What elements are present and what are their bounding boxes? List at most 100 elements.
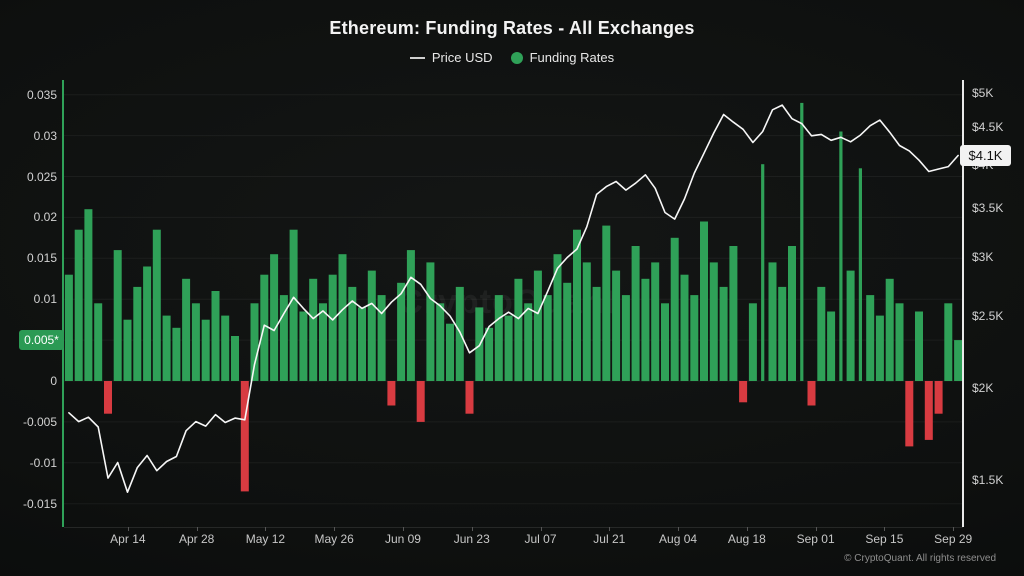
- funding-bar: [670, 237, 679, 381]
- x-axis-tick-label: Jul 07: [524, 532, 557, 546]
- dot-swatch-icon: [510, 51, 523, 64]
- funding-bar: [133, 286, 142, 381]
- funding-bar: [367, 270, 376, 381]
- funding-bar: [494, 295, 503, 381]
- funding-bar: [680, 274, 689, 381]
- legend-item-price[interactable]: Price USD: [409, 50, 493, 65]
- left-axis-tick-label: -0.015: [22, 496, 57, 511]
- funding-bar: [299, 311, 308, 381]
- funding-bar: [250, 303, 259, 381]
- x-axis-line: [64, 527, 963, 528]
- x-axis-tick-label: Sep 01: [796, 532, 835, 546]
- x-axis-tick-label: Apr 14: [110, 532, 146, 546]
- funding-bar: [270, 254, 279, 381]
- funding-bar: [231, 336, 239, 381]
- funding-bar: [563, 282, 572, 381]
- left-axis-tick-label: 0.01: [33, 292, 57, 307]
- x-axis-tick: [402, 527, 404, 531]
- funding-bar: [719, 286, 728, 381]
- left-axis-tick-label: -0.01: [29, 455, 57, 470]
- funding-bar: [524, 303, 533, 381]
- funding-bar: [690, 295, 699, 381]
- funding-bar: [875, 315, 884, 381]
- funding-bar: [739, 381, 748, 403]
- funding-bar: [289, 229, 298, 381]
- funding-bar: [172, 327, 181, 381]
- right-axis-line: [962, 80, 964, 527]
- funding-bar: [858, 168, 862, 381]
- funding-bar: [465, 381, 474, 414]
- funding-bar: [602, 225, 611, 381]
- funding-bar: [504, 315, 513, 381]
- x-axis-tick-label: Jun 23: [453, 532, 490, 546]
- funding-bar: [709, 262, 718, 381]
- legend-funding-label: Funding Rates: [529, 50, 615, 65]
- x-axis-tick-label: Apr 28: [178, 532, 215, 546]
- funding-bar: [309, 278, 318, 382]
- right-axis-tick-label: $3K: [972, 250, 994, 265]
- funding-bar: [905, 381, 914, 447]
- funding-bar: [397, 282, 406, 381]
- left-axis-line: [62, 80, 64, 527]
- funding-bar: [839, 131, 843, 381]
- funding-bar: [152, 229, 161, 381]
- funding-bar: [573, 229, 581, 381]
- funding-bar: [221, 315, 230, 381]
- x-axis-tick-label: May 12: [245, 532, 286, 546]
- funding-bar: [631, 246, 640, 381]
- right-axis-tick-label: $4.5K: [972, 120, 1004, 135]
- x-axis-tick: [127, 527, 129, 531]
- legend-item-funding[interactable]: Funding Rates: [510, 50, 615, 65]
- funding-bar: [924, 381, 933, 440]
- x-axis-tick-label: Aug 18: [727, 532, 766, 546]
- funding-bar: [954, 340, 963, 381]
- price-line: [68, 104, 959, 494]
- right-axis-tick-label: $1.5K: [972, 473, 1004, 488]
- x-axis-tick: [265, 527, 267, 531]
- funding-bar: [800, 102, 804, 382]
- funding-bar: [915, 311, 923, 381]
- funding-bar: [866, 295, 875, 381]
- current-price-badge: $4.1K: [960, 145, 1011, 166]
- funding-bar: [94, 303, 103, 381]
- funding-bar: [143, 266, 152, 381]
- funding-bar: [944, 303, 953, 381]
- line-swatch-icon: [409, 56, 425, 59]
- funding-bar: [191, 303, 200, 381]
- right-axis-tick-label: $5K: [972, 86, 994, 101]
- legend: Price USD Funding Rates: [0, 50, 1024, 65]
- funding-bar: [934, 381, 943, 414]
- right-axis-tick-label: $2.5K: [972, 309, 1004, 324]
- funding-bar: [387, 381, 396, 406]
- funding-bar: [641, 278, 650, 382]
- funding-bar: [778, 286, 787, 381]
- plot-area[interactable]: [64, 80, 963, 527]
- funding-bar: [612, 270, 621, 381]
- funding-bar: [455, 286, 464, 381]
- funding-bar: [807, 381, 816, 406]
- funding-bar: [485, 327, 494, 381]
- x-axis-tick-label: Jul 21: [593, 532, 626, 546]
- left-axis-tick-label: 0.025: [26, 169, 57, 184]
- funding-bar: [729, 246, 738, 381]
- funding-bar: [436, 303, 445, 381]
- funding-bar: [533, 270, 542, 381]
- funding-bar: [768, 262, 777, 381]
- funding-bar: [319, 303, 327, 381]
- funding-bar: [543, 295, 552, 381]
- left-axis-tick-label: 0.03: [33, 128, 57, 143]
- x-axis-tick: [815, 527, 817, 531]
- x-axis-tick: [953, 527, 955, 531]
- current-funding-badge: 0.005*: [19, 330, 64, 351]
- funding-bar: [446, 323, 454, 381]
- chart-title: Ethereum: Funding Rates - All Exchanges: [329, 18, 695, 38]
- funding-bar: [514, 278, 523, 382]
- funding-bar: [582, 262, 591, 381]
- funding-bar: [846, 270, 855, 381]
- x-axis-tick: [609, 527, 611, 531]
- legend-price-label: Price USD: [431, 50, 493, 65]
- funding-bar: [553, 254, 562, 381]
- right-axis-tick-label: $3.5K: [972, 200, 1004, 215]
- funding-bar: [895, 303, 904, 381]
